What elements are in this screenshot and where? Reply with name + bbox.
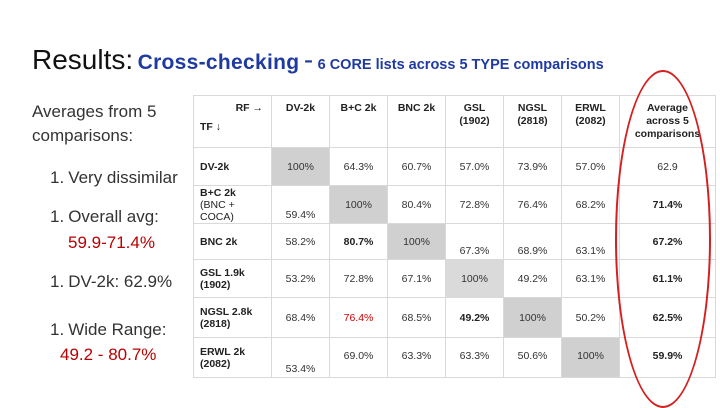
table-cell: 73.9% (503, 147, 562, 186)
list-item-text: Very dissimilar (68, 168, 178, 187)
table-cell: 68.5% (387, 297, 446, 338)
table-cell: 63.1% (561, 223, 620, 260)
table-cell: 68.9% (503, 223, 562, 260)
table-cell: 100% (329, 185, 388, 224)
list-item-overall-avg: 1. Overall avg: (50, 207, 159, 227)
table-cell: 60.7% (387, 147, 446, 186)
table-cell: 57.0% (561, 147, 620, 186)
table-cell: 63.1% (561, 259, 620, 298)
list-item-text: Wide Range: (68, 320, 167, 339)
table-cell: 53.2% (271, 259, 330, 298)
table-cell: 50.2% (561, 297, 620, 338)
table-cell: 67.1% (387, 259, 446, 298)
row-label: B+C 2k (BNC + COCA) (193, 185, 272, 224)
list-item-wide-range: 1. Wide Range: (50, 320, 166, 340)
table-row: NGSL 2.8k (2818) 68.4% 76.4% 68.5% 49.2% … (193, 297, 716, 338)
table-cell: 63.3% (445, 337, 504, 378)
table-cell: 63.3% (387, 337, 446, 378)
list-item-number: 1. (50, 207, 65, 226)
title-highlight: Cross-checking (137, 51, 300, 74)
table-cell: 67.3% (445, 223, 504, 260)
list-item-dv2k: 1. DV-2k: 62.9% (50, 272, 172, 292)
table-cell: 80.4% (387, 185, 446, 224)
row-label: GSL 1.9k (1902) (193, 259, 272, 298)
list-item-number: 1. (50, 168, 65, 187)
row-label: DV-2k (193, 147, 272, 186)
table-cell: 57.0% (445, 147, 504, 186)
title-subtitle: 6 CORE lists across 5 TYPE comparisons (317, 57, 604, 73)
table-cell: 69.0% (329, 337, 388, 378)
slide-title: Results: Cross-checking - 6 CORE lists a… (32, 44, 604, 76)
row-label: NGSL 2.8k (2818) (193, 297, 272, 338)
results-table: RF → TF ↓ DV-2k B+C 2k BNC 2k GSL (1902) … (193, 95, 716, 378)
table-cell: 76.4% (503, 185, 562, 224)
list-item-text: Overall avg: (68, 207, 159, 226)
table-cell-max: 80.7% (329, 223, 388, 260)
table-cell: 100% (387, 223, 446, 260)
table-cell: 59.4% (271, 185, 330, 224)
sidebar-intro: Averages from 5 comparisons: (32, 102, 157, 145)
column-header: GSL (1902) (445, 95, 504, 148)
table-cell: 76.4% (329, 297, 388, 338)
list-item-number: 1. (50, 320, 65, 339)
table-cell: 64.3% (329, 147, 388, 186)
list-item-text: DV-2k: 62.9% (68, 272, 173, 291)
average-column-circle (615, 70, 711, 408)
rf-label: RF → (235, 102, 263, 114)
table-cell-min: 49.2% (445, 297, 504, 338)
overall-avg-range: 59.9-71.4% (68, 233, 155, 252)
table-cell: 68.4% (271, 297, 330, 338)
table-corner: RF → TF ↓ (193, 95, 272, 148)
table-cell: 100% (503, 297, 562, 338)
title-main: Results: (32, 44, 134, 75)
table-cell: 58.2% (271, 223, 330, 260)
column-header: DV-2k (271, 95, 330, 148)
column-header: BNC 2k (387, 95, 446, 148)
tf-label: TF ↓ (200, 121, 221, 133)
table-cell: 72.8% (329, 259, 388, 298)
column-header: B+C 2k (329, 95, 388, 148)
column-header: ERWL (2082) (561, 95, 620, 148)
table-cell: 53.4% (271, 337, 330, 378)
list-item-dissimilar: 1. Very dissimilar (50, 168, 178, 188)
wide-range-value: 49.2 - 80.7% (60, 345, 157, 364)
table-cell: 49.2% (503, 259, 562, 298)
table-cell: 100% (445, 259, 504, 298)
table-cell: 68.2% (561, 185, 620, 224)
table-row: GSL 1.9k (1902) 53.2% 72.8% 67.1% 100% 49… (193, 259, 716, 298)
column-header: NGSL (2818) (503, 95, 562, 148)
table-cell: 72.8% (445, 185, 504, 224)
list-item-number: 1. (50, 272, 65, 291)
table-cell: 100% (271, 147, 330, 186)
table-cell: 50.6% (503, 337, 562, 378)
table-cell: 100% (561, 337, 620, 378)
row-label: BNC 2k (193, 223, 272, 260)
row-label: ERWL 2k (2082) (193, 337, 272, 378)
title-dash: - (303, 44, 314, 75)
